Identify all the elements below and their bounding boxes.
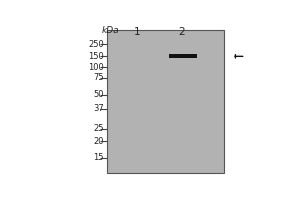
Text: 1: 1: [134, 27, 141, 37]
Bar: [107, 30, 224, 173]
Text: 37: 37: [93, 104, 104, 113]
Text: 100: 100: [88, 63, 104, 72]
Text: 250: 250: [88, 40, 104, 49]
Text: 2: 2: [178, 27, 185, 37]
Text: 150: 150: [88, 52, 104, 61]
Text: 25: 25: [93, 124, 104, 133]
Text: 20: 20: [93, 137, 104, 146]
Text: 15: 15: [93, 153, 104, 162]
Text: kDa: kDa: [102, 26, 119, 35]
Bar: [169, 54, 197, 58]
Text: 50: 50: [93, 90, 104, 99]
Text: 75: 75: [93, 73, 104, 82]
